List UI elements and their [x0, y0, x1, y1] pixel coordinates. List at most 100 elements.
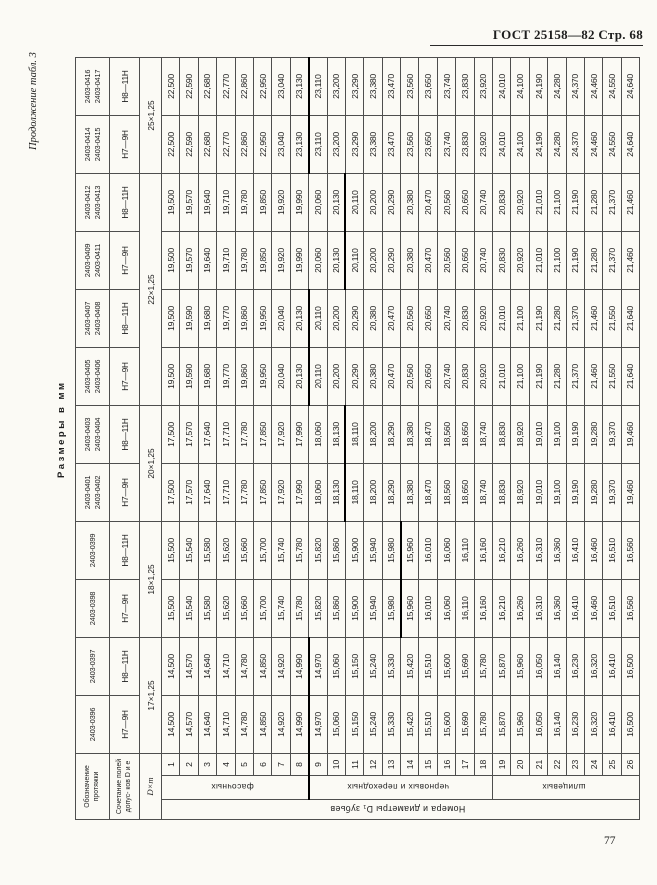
designation-cell: 2403-0414 2403-0415 — [75, 115, 110, 174]
diameter-value-cell: 22,770 — [216, 57, 236, 116]
diameter-value-cell: 16,010 — [418, 521, 438, 580]
diameter-value-cell: 20,290 — [345, 347, 364, 406]
diameter-value-cell: 16,310 — [529, 521, 548, 580]
designation-cell: 2403-0401 2403-0402 — [75, 463, 110, 522]
diameter-value-cell: 15,330 — [382, 637, 401, 696]
tolerance-cell: Н8—11Н — [109, 405, 140, 464]
diameter-value-cell: 14,500 — [161, 637, 180, 696]
row-number-cell: 26 — [621, 753, 640, 776]
teeth-group-label: черновых и переходных — [308, 775, 493, 800]
diameter-value-cell: 18,920 — [510, 405, 530, 464]
diameter-value-cell: 19,640 — [198, 173, 217, 232]
diameter-value-cell: 21,280 — [584, 231, 603, 290]
diameter-value-cell: 16,410 — [602, 637, 622, 696]
diameter-value-cell: 19,570 — [179, 173, 199, 232]
diameter-value-cell: 24,100 — [510, 115, 530, 174]
diameter-value-cell: 16,410 — [566, 579, 585, 638]
rotated-table-container: Обозначение протяжки 2403-0396 2403-0397 24… — [75, 56, 641, 820]
diameter-value-cell: 23,380 — [363, 57, 383, 116]
tolerance-cell: Н7—9Н — [109, 579, 140, 638]
diameter-value-cell: 20,830 — [455, 347, 475, 406]
diameter-value-cell: 21,100 — [547, 173, 567, 232]
diameter-value-cell: 19,860 — [235, 347, 254, 406]
diameter-value-cell: 15,540 — [179, 579, 199, 638]
row-number-cell: 2 — [179, 753, 199, 776]
diameter-value-cell: 16,140 — [547, 695, 567, 754]
diameter-value-cell: 19,370 — [602, 405, 622, 464]
diameter-value-cell: 24,370 — [566, 115, 585, 174]
diameter-value-cell: 16,230 — [566, 637, 585, 696]
diameter-value-cell: 21,460 — [621, 231, 640, 290]
diameter-value-cell: 17,500 — [161, 405, 180, 464]
designation-cell: 2403-0412 2403-0413 — [75, 173, 110, 232]
diameter-value-cell: 21,010 — [529, 173, 548, 232]
diameter-value-cell: 18,740 — [474, 463, 493, 522]
diameter-value-cell: 19,990 — [290, 173, 309, 232]
diameter-value-cell: 20,470 — [418, 231, 438, 290]
diameter-value-cell: 21,460 — [584, 347, 603, 406]
diameter-value-cell: 21,640 — [621, 347, 640, 406]
diameter-value-cell: 15,780 — [474, 695, 493, 754]
diameter-value-cell: 20,920 — [474, 289, 493, 348]
diameter-value-cell: 15,690 — [455, 695, 475, 754]
diameter-value-cell: 16,110 — [455, 521, 475, 580]
units-title: Размеры в мм — [56, 380, 67, 479]
diameter-value-cell: 19,500 — [161, 347, 180, 406]
diameter-value-cell: 20,920 — [510, 231, 530, 290]
diameter-value-cell: 21,010 — [492, 289, 511, 348]
diameter-value-cell: 15,860 — [327, 579, 346, 638]
diameter-value-cell: 16,050 — [529, 637, 548, 696]
diameter-value-cell: 20,740 — [474, 173, 493, 232]
diameter-value-cell: 20,200 — [363, 231, 383, 290]
tolerance-cell: Н7—9Н — [109, 115, 140, 174]
diameter-value-cell: 21,370 — [566, 347, 585, 406]
diameter-value-cell: 18,380 — [400, 463, 419, 522]
diameter-value-cell: 19,850 — [253, 231, 272, 290]
diameter-value-cell: 18,470 — [418, 463, 438, 522]
diameter-value-cell: 14,780 — [235, 637, 254, 696]
diameter-value-cell: 19,850 — [253, 173, 272, 232]
diameter-value-cell: 23,560 — [400, 57, 419, 116]
diameter-value-cell: 14,990 — [290, 695, 309, 754]
diameter-value-cell: 16,500 — [621, 637, 640, 696]
diameter-value-cell: 21,460 — [584, 289, 603, 348]
diameter-value-cell: 21,550 — [602, 347, 622, 406]
diameter-value-cell: 16,510 — [602, 521, 622, 580]
diameter-value-cell: 19,920 — [271, 173, 291, 232]
diameter-value-cell: 18,130 — [327, 463, 346, 522]
diameter-value-cell: 19,280 — [584, 405, 603, 464]
diameter-value-cell: 19,590 — [179, 347, 199, 406]
diameter-value-cell: 19,680 — [198, 347, 217, 406]
row-number-cell: 20 — [510, 753, 530, 776]
designation-corner-label: Обозначение протяжки — [75, 753, 110, 820]
row-number-cell: 21 — [529, 753, 548, 776]
size-group-cell: 25×1,25 — [139, 57, 162, 174]
diameter-value-cell: 14,500 — [161, 695, 180, 754]
diameter-value-cell: 16,510 — [602, 579, 622, 638]
diameter-value-cell: 19,950 — [253, 289, 272, 348]
diameter-value-cell: 21,190 — [529, 347, 548, 406]
diameter-value-cell: 21,460 — [621, 173, 640, 232]
diameter-value-cell: 15,500 — [161, 579, 180, 638]
diameter-value-cell: 17,710 — [216, 463, 236, 522]
diameter-value-cell: 15,660 — [235, 521, 254, 580]
diameter-value-cell: 16,460 — [584, 579, 603, 638]
diameter-value-cell: 20,470 — [382, 289, 401, 348]
diameter-value-cell: 24,190 — [529, 115, 548, 174]
diameter-value-cell: 23,130 — [290, 115, 309, 174]
diameter-value-cell: 16,560 — [621, 521, 640, 580]
diameter-value-cell: 24,190 — [529, 57, 548, 116]
tolerance-cell: Н8—11Н — [109, 637, 140, 696]
tolerance-cell: Н8—11Н — [109, 289, 140, 348]
diameter-value-cell: 20,650 — [418, 289, 438, 348]
diameter-value-cell: 23,200 — [327, 57, 346, 116]
diameter-value-cell: 23,560 — [400, 115, 419, 174]
diameter-value-cell: 15,150 — [345, 637, 364, 696]
diameter-value-cell: 15,510 — [418, 695, 438, 754]
tolerance-cell: Н8—11Н — [109, 521, 140, 580]
row-number-cell: 17 — [455, 753, 475, 776]
diameter-value-cell: 21,280 — [547, 289, 567, 348]
row-number-cell: 16 — [437, 753, 456, 776]
diameter-value-cell: 22,860 — [235, 57, 254, 116]
